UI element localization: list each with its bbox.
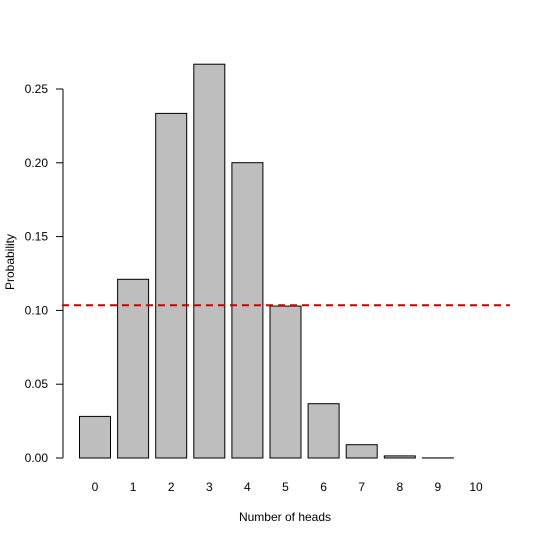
y-axis: 0.00 0.05 0.10 0.15 0.20 0.25 (25, 82, 64, 465)
x-tick-label: 8 (396, 480, 403, 494)
y-tick-label: 0.05 (25, 377, 49, 391)
bar-3 (193, 63, 226, 459)
y-tick-label: 0.10 (25, 303, 49, 317)
y-axis-title: Probability (3, 234, 17, 290)
x-axis-title: Number of heads (239, 510, 331, 524)
x-tick-label: 5 (282, 480, 289, 494)
bar-4 (231, 162, 264, 459)
y-tick-label: 0.25 (25, 82, 49, 96)
bar-0 (79, 415, 111, 459)
bar-2 (155, 112, 188, 459)
y-tick-label: 0.15 (25, 230, 49, 244)
x-tick-label: 3 (206, 480, 213, 494)
x-tick-label: 2 (168, 480, 175, 494)
bars-group (79, 63, 454, 459)
x-tick-label: 9 (435, 480, 442, 494)
x-tick-label: 4 (244, 480, 251, 494)
bar-1 (117, 278, 150, 459)
y-tick-label: 0.00 (25, 451, 49, 465)
x-tick-label: 6 (320, 480, 327, 494)
bar-7 (345, 444, 378, 459)
x-tick-labels: 0 1 2 3 4 5 6 7 8 9 10 (92, 480, 483, 494)
x-tick-label: 1 (130, 480, 137, 494)
x-tick-label: 0 (92, 480, 99, 494)
bar-8 (383, 455, 416, 459)
x-tick-label: 10 (469, 480, 483, 494)
bar-6 (307, 403, 340, 459)
bar-5 (269, 305, 302, 459)
x-tick-label: 7 (358, 480, 365, 494)
y-tick-label: 0.20 (25, 156, 49, 170)
